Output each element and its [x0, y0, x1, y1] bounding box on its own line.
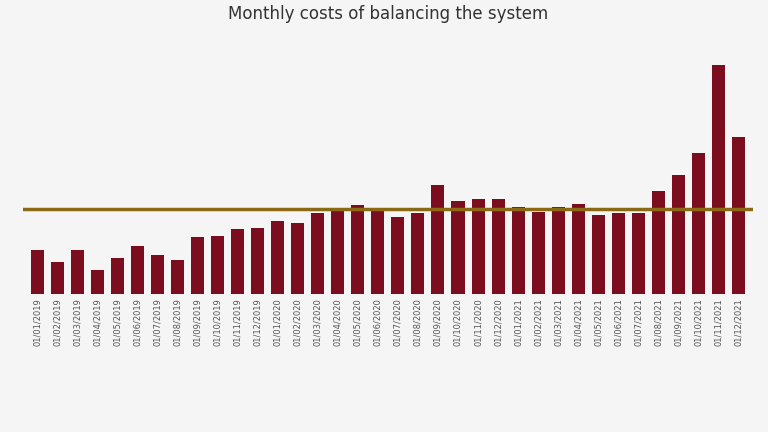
Bar — [692, 153, 705, 294]
Bar — [551, 207, 564, 294]
Bar — [531, 212, 545, 294]
Bar — [571, 204, 584, 294]
Bar — [311, 213, 324, 294]
Bar — [170, 260, 184, 294]
Bar — [331, 210, 344, 294]
Bar — [71, 250, 84, 294]
Bar — [492, 199, 505, 294]
Bar — [392, 217, 405, 294]
Bar — [271, 221, 284, 294]
Bar — [592, 215, 605, 294]
Bar — [91, 270, 104, 294]
Bar — [231, 229, 244, 294]
Bar — [452, 201, 465, 294]
Bar — [211, 236, 224, 294]
Bar — [672, 175, 685, 294]
Bar — [51, 262, 64, 294]
Bar — [351, 205, 364, 294]
Bar — [632, 213, 645, 294]
Bar — [412, 213, 425, 294]
Bar — [612, 213, 625, 294]
Bar — [111, 257, 124, 294]
Bar — [251, 228, 264, 294]
Bar — [432, 185, 445, 294]
Bar — [652, 191, 665, 294]
Bar — [151, 255, 164, 294]
Title: Monthly costs of balancing the system: Monthly costs of balancing the system — [228, 5, 548, 23]
Bar — [191, 238, 204, 294]
Bar — [472, 199, 485, 294]
Bar — [291, 223, 304, 294]
Bar — [732, 137, 745, 294]
Bar — [511, 207, 525, 294]
Bar — [712, 65, 725, 294]
Bar — [31, 250, 44, 294]
Bar — [371, 210, 384, 294]
Bar — [131, 245, 144, 294]
